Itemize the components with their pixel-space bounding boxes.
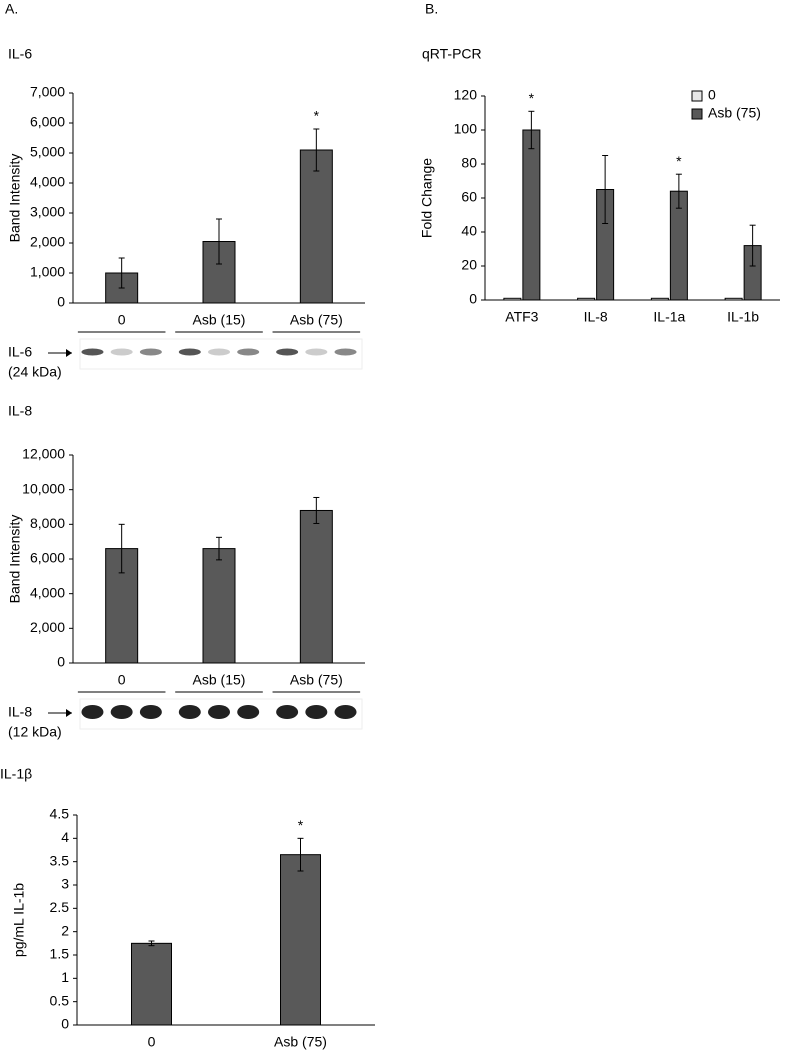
legend-label: 0 <box>708 87 716 103</box>
y-tick-label: 5,000 <box>30 144 65 160</box>
blot-label: IL-6 <box>8 344 32 360</box>
blot-band <box>81 705 104 719</box>
bar <box>299 509 333 664</box>
blot-band <box>139 705 162 719</box>
blot-band <box>110 348 133 356</box>
x-tick-label: 0 <box>148 1034 156 1050</box>
significance-star: * <box>298 817 304 833</box>
y-tick-label: 2,000 <box>30 234 65 250</box>
y-tick-label: 0 <box>57 654 65 670</box>
blot-size: (12 kDa) <box>8 724 62 740</box>
y-tick-label: 2,000 <box>30 619 65 635</box>
y-tick-label: 2.5 <box>50 899 70 915</box>
blot-size: (24 kDa) <box>8 364 62 380</box>
blot-band <box>208 705 230 719</box>
blot-band <box>334 348 357 356</box>
significance-star: * <box>314 108 320 124</box>
blot-band <box>110 705 133 719</box>
y-tick-label: 6,000 <box>30 114 65 130</box>
panel-label: A. <box>5 1 18 17</box>
y-axis-label: Band Intensity <box>7 154 23 243</box>
chart-title: qRT-PCR <box>422 46 482 62</box>
x-tick-label: ATF3 <box>505 309 538 325</box>
bar <box>650 297 669 301</box>
y-tick-label: 1.5 <box>50 946 70 962</box>
y-tick-label: 120 <box>454 87 478 103</box>
x-tick-label: IL-1b <box>727 309 759 325</box>
blot-band <box>139 348 162 356</box>
significance-star: * <box>676 153 682 169</box>
bar <box>724 297 743 301</box>
y-tick-label: 20 <box>461 257 477 273</box>
y-tick-label: 2 <box>61 922 69 938</box>
bar <box>522 129 541 301</box>
y-tick-label: 60 <box>461 189 477 205</box>
blot-band <box>237 705 260 719</box>
y-tick-label: 0 <box>61 1016 69 1032</box>
blot-strip <box>79 338 363 370</box>
y-tick-label: 1,000 <box>30 264 65 280</box>
y-axis-label: Band Intensity <box>7 515 23 604</box>
y-tick-label: 4,000 <box>30 174 65 190</box>
blot-arrowhead <box>66 349 72 357</box>
x-tick-label: 0 <box>118 672 126 688</box>
chart-title: IL-6 <box>8 46 32 62</box>
blot-strip <box>79 698 363 730</box>
blot-band <box>305 348 328 356</box>
bar <box>299 149 333 304</box>
bar <box>131 942 172 1026</box>
blot-arrowhead <box>66 709 72 717</box>
x-tick-label: IL-1a <box>653 309 685 325</box>
y-axis-label: Fold Change <box>419 158 435 238</box>
legend-label: Asb (75) <box>708 105 761 121</box>
chart-title: IL-1β <box>0 766 32 782</box>
y-axis-label: pg/mL IL-1b <box>11 883 27 957</box>
x-tick-label: Asb (75) <box>290 312 343 328</box>
y-tick-label: 3,000 <box>30 204 65 220</box>
y-tick-label: 6,000 <box>30 550 65 566</box>
significance-star: * <box>529 90 535 106</box>
y-tick-label: 3 <box>61 876 69 892</box>
y-tick-label: 1 <box>61 969 69 985</box>
x-tick-label: Asb (75) <box>274 1034 327 1050</box>
bar <box>280 854 321 1026</box>
blot-band <box>237 348 260 356</box>
bar <box>503 297 522 301</box>
y-tick-label: 4.5 <box>50 806 70 822</box>
x-tick-label: Asb (75) <box>290 672 343 688</box>
y-tick-label: 3.5 <box>50 852 70 868</box>
y-tick-label: 80 <box>461 155 477 171</box>
blot-band <box>178 348 201 356</box>
y-tick-label: 0 <box>57 294 65 310</box>
blot-band <box>81 348 104 356</box>
panel-label: B. <box>425 1 438 17</box>
y-tick-label: 12,000 <box>22 446 65 462</box>
y-tick-label: 4,000 <box>30 584 65 600</box>
x-tick-label: IL-8 <box>584 309 608 325</box>
y-tick-label: 7,000 <box>30 84 65 100</box>
legend-swatch <box>691 90 703 102</box>
y-tick-label: 8,000 <box>30 515 65 531</box>
chart-title: IL-8 <box>8 403 32 419</box>
y-tick-label: 10,000 <box>22 480 65 496</box>
blot-band <box>334 705 357 719</box>
blot-band <box>178 705 201 719</box>
x-tick-label: 0 <box>118 312 126 328</box>
blot-label: IL-8 <box>8 704 32 720</box>
bar <box>577 297 596 301</box>
blot-band <box>305 705 328 719</box>
y-tick-label: 100 <box>454 121 478 137</box>
x-tick-label: Asb (15) <box>193 672 246 688</box>
blot-band <box>276 348 299 356</box>
blot-band <box>208 348 230 356</box>
legend-swatch <box>691 108 703 120</box>
y-tick-label: 0 <box>469 291 477 307</box>
y-tick-label: 40 <box>461 223 477 239</box>
y-tick-label: 0.5 <box>50 992 70 1008</box>
y-tick-label: 4 <box>61 829 69 845</box>
blot-band <box>276 705 299 719</box>
x-tick-label: Asb (15) <box>193 312 246 328</box>
bar <box>202 548 236 664</box>
